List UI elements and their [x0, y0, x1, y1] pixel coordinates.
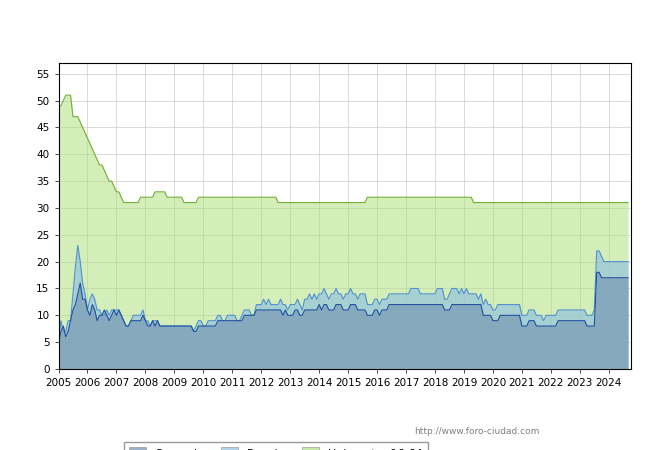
Text: http://www.foro-ciudad.com: http://www.foro-ciudad.com — [414, 428, 540, 436]
Legend: Ocupados, Parados, Hab. entre 16-64: Ocupados, Parados, Hab. entre 16-64 — [124, 442, 428, 450]
Text: Reinoso de Cerrato - Evolucion de la poblacion en edad de Trabajar Septiembre de: Reinoso de Cerrato - Evolucion de la pob… — [73, 22, 577, 32]
